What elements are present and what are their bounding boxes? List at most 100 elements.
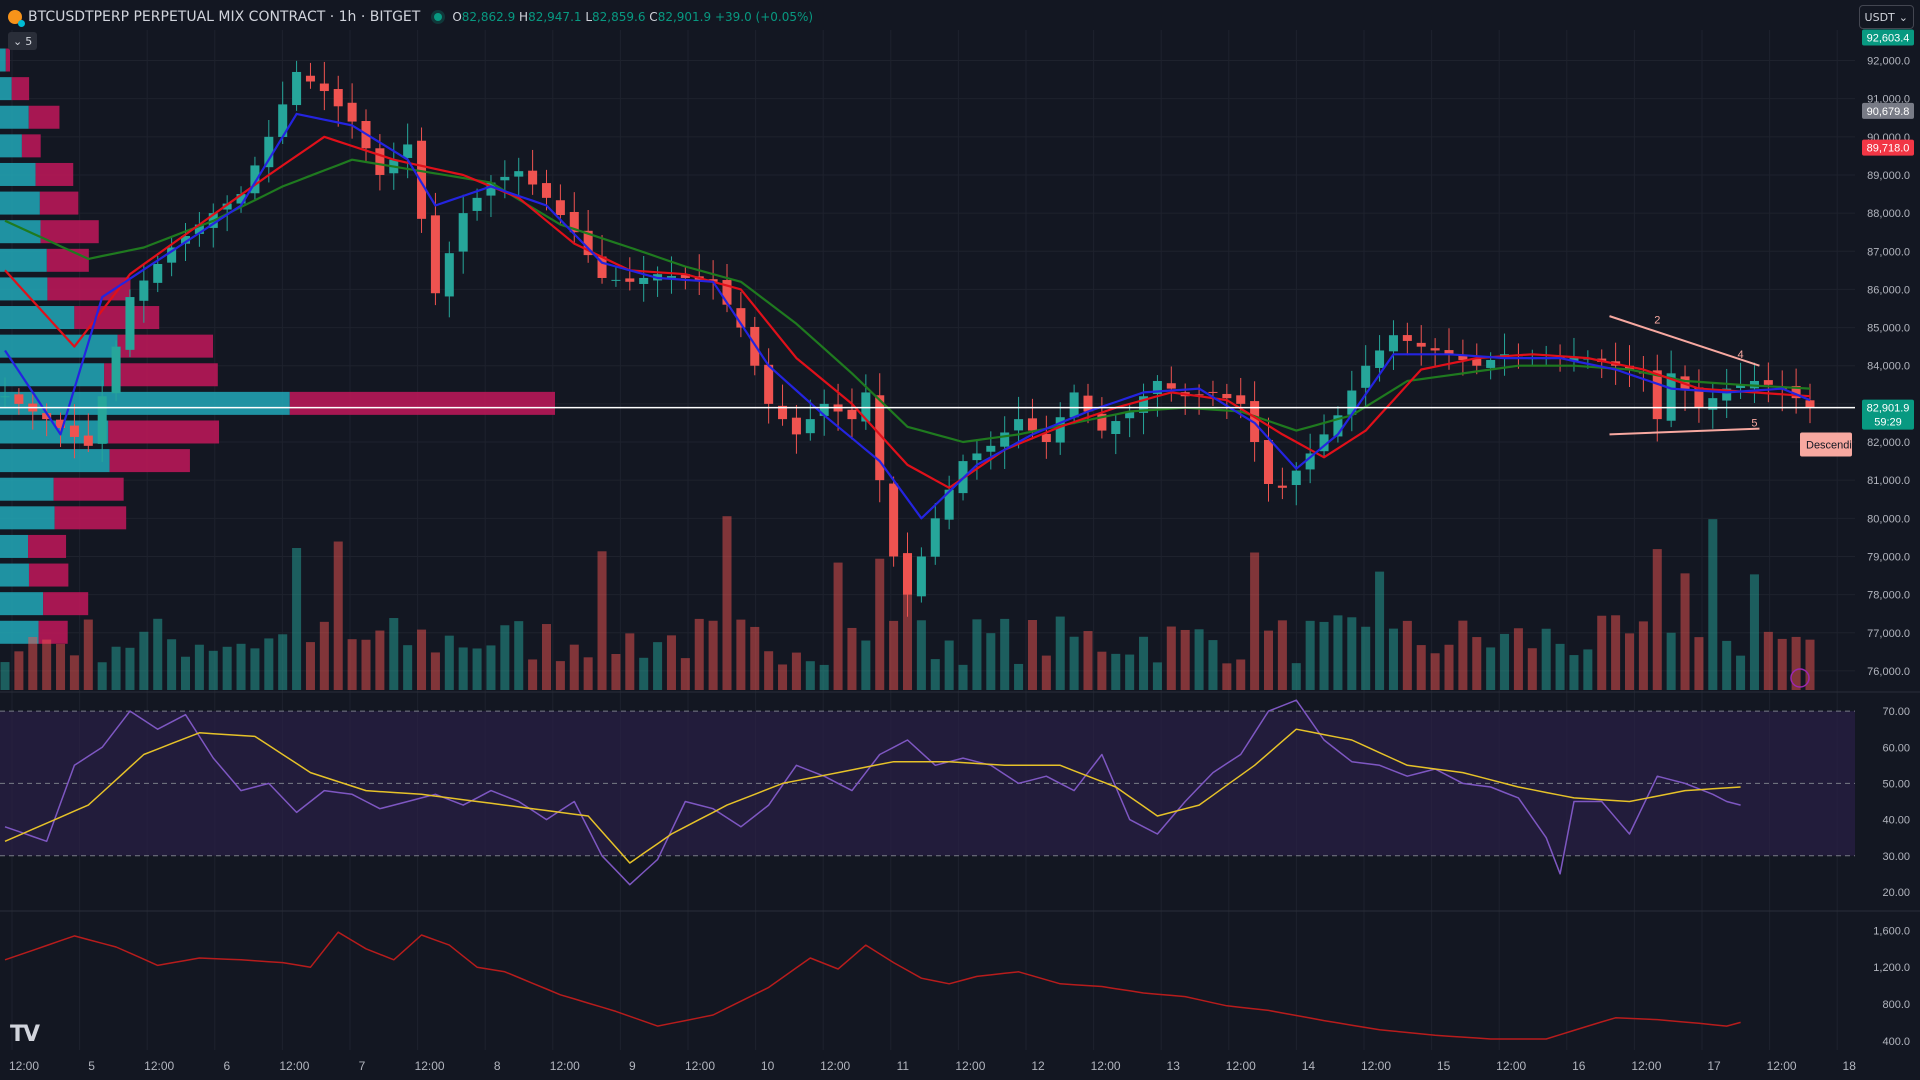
volume-bar	[361, 639, 371, 690]
volume-profile-bar-up	[0, 563, 29, 587]
candle-body	[1083, 395, 1093, 412]
volume-bar	[1388, 628, 1398, 690]
volume-bar	[611, 653, 621, 690]
volume-bar	[389, 618, 399, 690]
volume-profile-bar-up	[0, 534, 29, 558]
chevron-down-icon: ⌄	[13, 34, 23, 48]
lower-axis-label: 1,200.0	[1873, 962, 1910, 974]
indicators-count: 5	[25, 34, 33, 48]
volume-bar	[1166, 626, 1176, 690]
currency-button[interactable]: USDT ⌄	[1858, 5, 1914, 29]
candle-body	[583, 230, 593, 256]
volume-bar	[625, 633, 635, 690]
tradingview-logo-icon[interactable]: 𝗧𝗩	[10, 1022, 40, 1047]
volume-profile-bar-down	[53, 477, 124, 501]
volume-bar	[1763, 631, 1773, 690]
pattern-point-label: 4	[1738, 349, 1744, 361]
candle-body	[680, 274, 690, 278]
volume-bar	[778, 664, 788, 690]
volume-profile	[0, 48, 555, 644]
time-axis-label: 10	[761, 1059, 775, 1073]
ema-fast-line	[4, 112, 1811, 520]
volume-bar	[14, 651, 24, 690]
volume-profile-bar-down	[28, 534, 67, 558]
candle-body	[1000, 432, 1010, 447]
volume-profile-bar-up	[0, 77, 12, 101]
volume-bar	[847, 627, 857, 690]
volume-bar	[1611, 615, 1621, 690]
candle-body	[1208, 391, 1218, 393]
candle-body	[611, 279, 621, 281]
candle-body	[944, 489, 954, 520]
candle-body	[1402, 335, 1412, 341]
volume-bar	[417, 629, 427, 690]
price-axis-label: 85,000.0	[1867, 323, 1910, 335]
volume-bar	[500, 625, 510, 690]
volume-bar	[569, 644, 579, 690]
volume-bar	[1402, 620, 1412, 690]
volume-bar	[1277, 620, 1287, 690]
lower-axis-label: 800.0	[1882, 999, 1910, 1011]
volume-profile-bar-down	[43, 592, 89, 616]
candle-body	[875, 395, 885, 481]
volume-bar	[1666, 632, 1676, 690]
volume-bar	[597, 551, 607, 690]
volume-bar	[1375, 571, 1385, 690]
candle-body	[180, 236, 191, 244]
candle-body	[167, 247, 177, 263]
candle-body	[97, 396, 107, 444]
volume-bar	[83, 619, 93, 690]
candle-body	[417, 140, 427, 219]
volume-bar	[736, 619, 746, 690]
candle-body	[1444, 350, 1454, 355]
candle-body	[83, 435, 93, 446]
candle-body	[486, 182, 496, 196]
high-label: H	[519, 10, 529, 24]
price-axis-label: 82,000.0	[1867, 437, 1910, 449]
price-axis-label: 81,000.0	[1867, 475, 1910, 487]
open-value: 82,862.9	[461, 10, 516, 24]
candle-body	[139, 280, 149, 301]
time-axis-label: 6	[223, 1059, 230, 1073]
candle-body	[1791, 385, 1801, 399]
volume-bar	[805, 661, 815, 690]
price-axis-label: 80,000.0	[1867, 513, 1910, 525]
candle-body	[764, 364, 774, 404]
volume-bar	[1638, 621, 1648, 690]
candle-body	[1125, 411, 1135, 419]
time-axis-label: 12:00	[1496, 1059, 1526, 1073]
candle-body	[264, 136, 274, 168]
candle-body	[1014, 419, 1024, 431]
candle-body	[1097, 413, 1107, 431]
volume-profile-bar-up	[0, 220, 41, 244]
candle-body	[930, 518, 940, 557]
candle-body	[1027, 418, 1037, 431]
volume-bar	[56, 643, 66, 690]
volume-bar	[680, 658, 690, 690]
price-badge-label: 82,901.9	[1867, 403, 1910, 415]
volume-profile-bar-down	[104, 363, 218, 387]
rsi-panel: 70.00 60.00 50.00 40.00 30.00 20.00	[0, 699, 1910, 899]
candle-body	[1347, 390, 1357, 415]
candle-body	[1250, 401, 1260, 443]
volume-bar	[1180, 629, 1190, 690]
volume-bar	[153, 618, 163, 690]
time-axis-label: 12:00	[1226, 1059, 1256, 1073]
volume-bar	[1486, 647, 1496, 690]
volume-bar	[375, 630, 385, 690]
candle-body	[430, 215, 440, 294]
candle-body	[1361, 365, 1371, 388]
volume-profile-bar-up	[0, 48, 6, 72]
time-axis-label: 8	[494, 1059, 501, 1073]
candle-body	[528, 170, 538, 185]
candle-body	[1319, 434, 1329, 452]
volume-bar	[1291, 663, 1301, 690]
time-axis-label: 12:00	[144, 1059, 174, 1073]
candle-body	[972, 453, 982, 461]
indicators-toggle-button[interactable]: ⌄ 5	[8, 32, 38, 50]
symbol-title[interactable]: BTCUSDTPERP PERPETUAL MIX CONTRACT · 1h …	[28, 9, 421, 25]
price-badge	[1862, 399, 1914, 430]
price-axis-label: 89,000.0	[1867, 170, 1910, 182]
